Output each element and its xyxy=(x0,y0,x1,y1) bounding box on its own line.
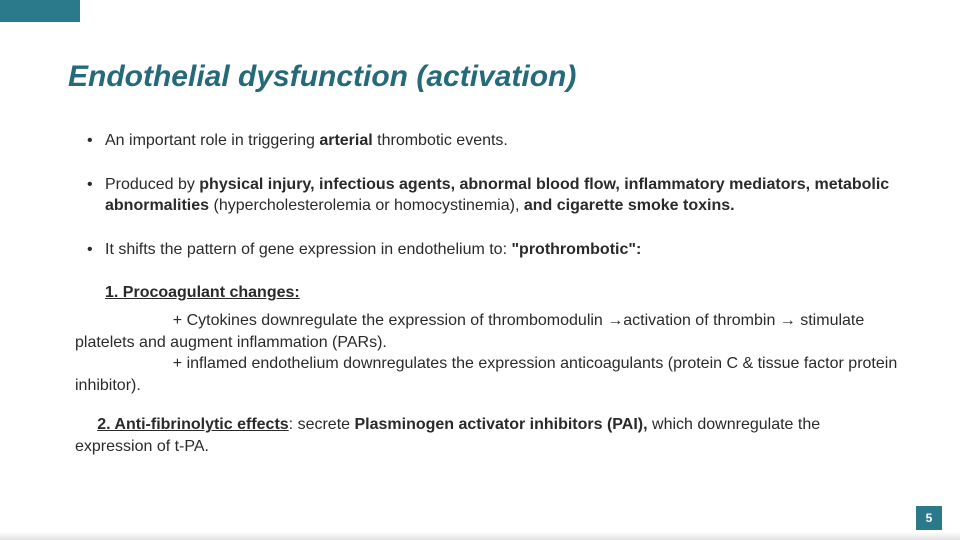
bullet-3: It shifts the pattern of gene expression… xyxy=(85,239,900,261)
bottom-shadow xyxy=(0,532,960,540)
page-number: 5 xyxy=(916,506,942,530)
bullet-1: An important role in triggering arterial… xyxy=(85,130,900,152)
section-1-body: + Cytokines downregulate the expression … xyxy=(75,310,900,396)
section-2: 2. Anti-fibrinolytic effects: secrete Pl… xyxy=(75,414,900,457)
bullet-1-text-pre: An important role in triggering xyxy=(105,132,319,149)
section-2-heading: 2. Anti-fibrinolytic effects xyxy=(97,416,288,433)
slide-title: Endothelial dysfunction (activation) xyxy=(68,60,576,94)
section-1-heading: 1. Procoagulant changes: xyxy=(105,284,300,301)
bullet-1-text-post: thrombotic events. xyxy=(373,132,508,149)
bullet-3-text-pre: It shifts the pattern of gene expression… xyxy=(105,241,511,258)
section-1-line2: + inflamed endothelium downregulates the… xyxy=(75,355,897,394)
bullet-3-bold: "prothrombotic": xyxy=(511,241,641,258)
bullet-2-text-pre: Produced by xyxy=(105,176,199,193)
section-1: 1. Procoagulant changes: + Cytokines dow… xyxy=(75,282,900,396)
bullet-2: Produced by physical injury, infectious … xyxy=(85,174,900,217)
section-1-heading-row: 1. Procoagulant changes: xyxy=(105,282,900,304)
section-1-line1: + Cytokines downregulate the expression … xyxy=(75,312,864,351)
bullet-2-bold2: and cigarette smoke toxins. xyxy=(524,197,735,214)
bullet-1-bold: arterial xyxy=(319,132,372,149)
slide: Endothelial dysfunction (activation) An … xyxy=(0,0,960,540)
bullet-2-text-mid: (hypercholesterolemia or homocystinemia)… xyxy=(213,197,523,214)
section-2-bold: Plasminogen activator inhibitors (PAI), xyxy=(354,416,652,433)
accent-bar-top xyxy=(0,0,80,22)
slide-content: An important role in triggering arterial… xyxy=(85,130,900,476)
section-2-post: : secrete xyxy=(289,416,355,433)
